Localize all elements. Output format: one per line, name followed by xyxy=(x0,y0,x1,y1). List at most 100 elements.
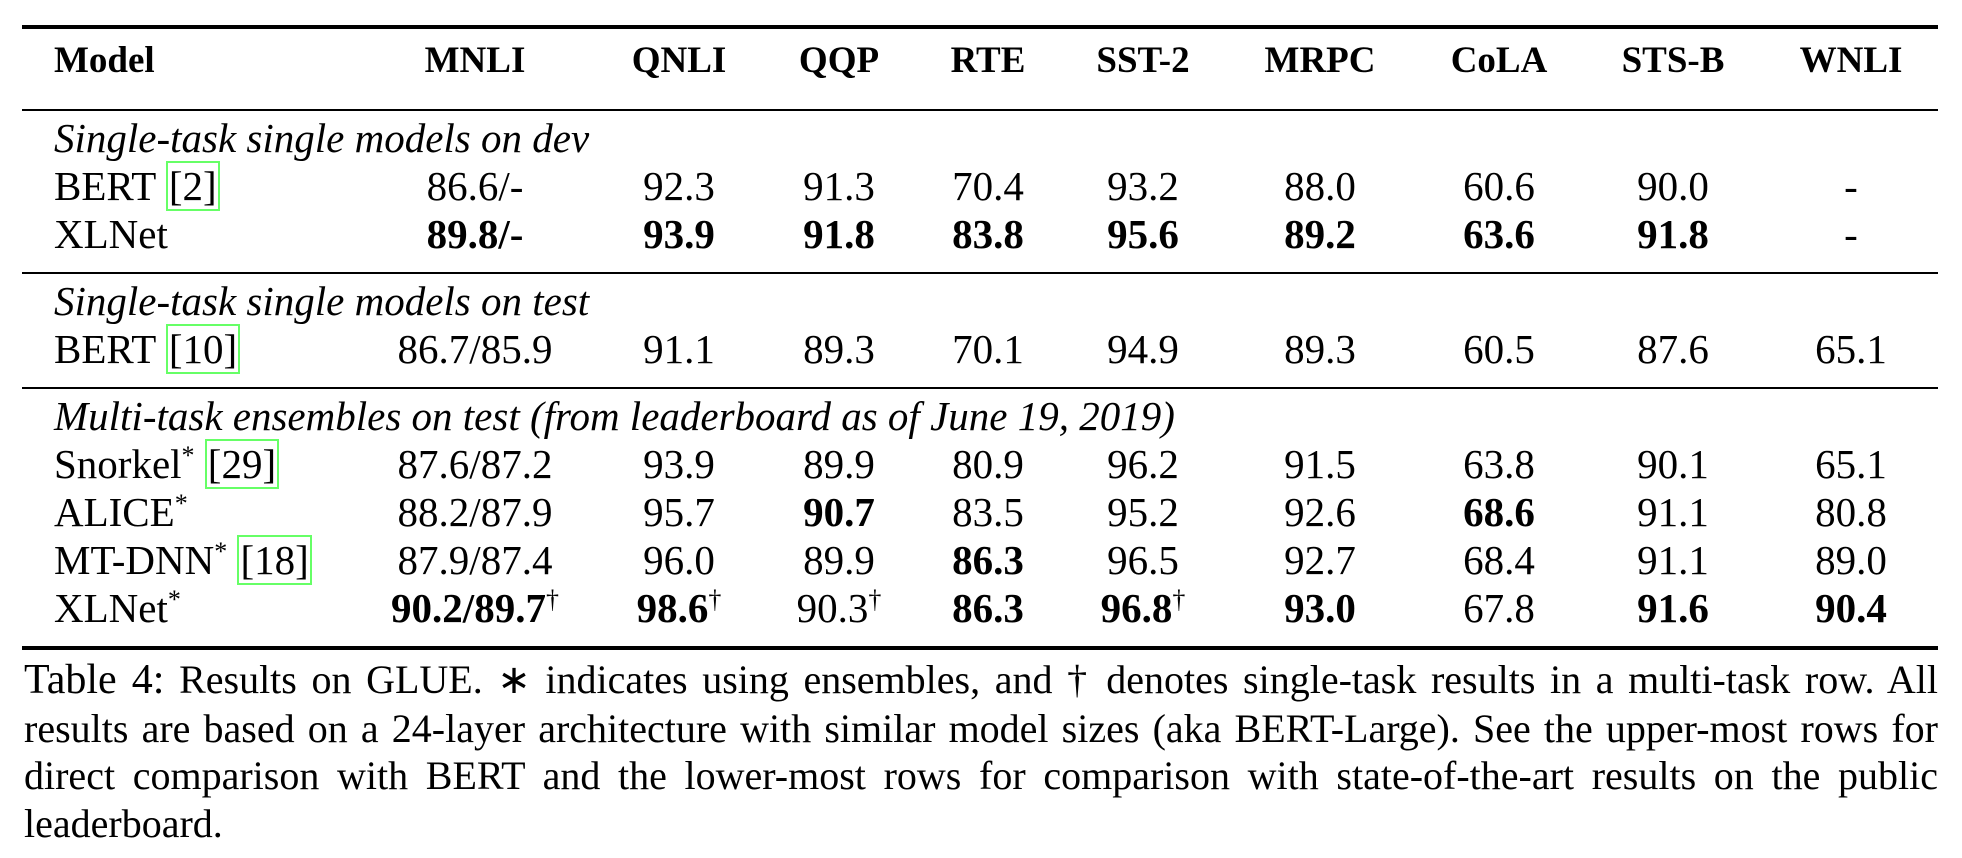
cell: 92.6 xyxy=(1284,488,1356,536)
citation: [18] xyxy=(237,535,312,585)
cell-value: 89.2 xyxy=(1284,211,1356,257)
model: XLNet xyxy=(54,585,168,631)
rule xyxy=(22,646,1938,650)
cell-value: 80.8 xyxy=(1815,489,1887,535)
cell: 96.0 xyxy=(643,536,715,584)
rule xyxy=(22,387,1938,389)
cell-value: 90.0 xyxy=(1637,163,1709,209)
cell: 90.2/89.7† xyxy=(391,584,559,632)
cell-mark: † xyxy=(1172,585,1186,614)
cell-value: 68.6 xyxy=(1463,489,1535,535)
cell: 91.8 xyxy=(1637,210,1709,258)
cell-value: 94.9 xyxy=(1107,326,1179,372)
model-mark: * xyxy=(214,537,228,566)
cell-mark: † xyxy=(545,585,559,614)
cell: 87.6/87.2 xyxy=(398,440,553,488)
cell: 93.2 xyxy=(1107,162,1179,210)
cell-value: 91.3 xyxy=(803,163,875,209)
cell: 80.9 xyxy=(952,440,1024,488)
cell-value: 70.4 xyxy=(952,163,1024,209)
cell: 93.9 xyxy=(643,440,715,488)
cell-value: 87.9/87.4 xyxy=(397,537,553,583)
column-header: MRPC xyxy=(1264,40,1376,81)
column-header: QNLI xyxy=(631,40,727,81)
cell: 65.1 xyxy=(1815,325,1887,373)
cell-value: 91.1 xyxy=(1637,489,1709,535)
cell: 86.3 xyxy=(952,536,1024,584)
cell-value: 70.1 xyxy=(952,326,1024,372)
cell-value: 91.1 xyxy=(643,326,715,372)
cell-value: 83.8 xyxy=(952,211,1024,257)
citation: [10] xyxy=(165,324,241,374)
cell: 60.5 xyxy=(1463,325,1535,373)
cell: 96.8† xyxy=(1101,584,1186,632)
cell-value: 63.6 xyxy=(1463,211,1535,257)
cell: 86.7/85.9 xyxy=(398,325,553,373)
cell-value: 68.4 xyxy=(1463,537,1535,583)
cell: 90.1 xyxy=(1637,440,1709,488)
model-name: MT-DNN* [18] xyxy=(54,535,312,585)
cell: 87.9/87.4 xyxy=(398,536,553,584)
cell-value: 89.9 xyxy=(803,537,875,583)
cell-value: 95.2 xyxy=(1107,489,1179,535)
cell-value: 91.6 xyxy=(1637,585,1709,631)
cell: 87.6 xyxy=(1637,325,1709,373)
cell-value: 96.5 xyxy=(1107,537,1179,583)
cell-value: 88.0 xyxy=(1284,163,1356,209)
cell: 86.3 xyxy=(952,584,1024,632)
cell: 95.2 xyxy=(1107,488,1179,536)
cell-value: 96.0 xyxy=(643,537,715,583)
cell-value: 86.3 xyxy=(952,537,1024,583)
cell-value: 63.8 xyxy=(1463,441,1535,487)
model-mark: * xyxy=(174,489,188,518)
cell: - xyxy=(1844,162,1858,210)
cell: 88.0 xyxy=(1284,162,1356,210)
column-header: Model xyxy=(54,40,155,81)
cell: 68.4 xyxy=(1463,536,1535,584)
cell: 88.2/87.9 xyxy=(398,488,553,536)
cell-value: 91.1 xyxy=(1637,537,1709,583)
cell: 90.0 xyxy=(1637,162,1709,210)
cell-value: 89.3 xyxy=(1284,326,1356,372)
model: BERT xyxy=(54,326,156,372)
cell: 60.6 xyxy=(1463,162,1535,210)
model-name: XLNet* xyxy=(54,584,181,632)
cell-value: 89.0 xyxy=(1815,537,1887,583)
cell: 65.1 xyxy=(1815,440,1887,488)
cell-value: 80.9 xyxy=(952,441,1024,487)
cell: 80.8 xyxy=(1815,488,1887,536)
cell-value: 98.6 xyxy=(636,585,709,631)
cell: 63.8 xyxy=(1463,440,1535,488)
cell-value: 93.2 xyxy=(1107,163,1179,209)
rule xyxy=(22,109,1938,111)
column-header: MNLI xyxy=(424,40,526,81)
model: ALICE xyxy=(54,489,175,535)
cell: 63.6 xyxy=(1463,210,1535,258)
cell-value: 91.8 xyxy=(803,211,875,257)
cell-value: 92.7 xyxy=(1284,537,1356,583)
cell-mark: † xyxy=(708,585,722,614)
cell: 90.3† xyxy=(797,584,882,632)
cell: 70.1 xyxy=(952,325,1024,373)
cell-value: 96.8 xyxy=(1100,585,1173,631)
cell-value: - xyxy=(1844,163,1858,209)
cell: 95.7 xyxy=(643,488,715,536)
cell: 93.0 xyxy=(1284,584,1356,632)
cell-value: 88.2/87.9 xyxy=(397,489,553,535)
model-name: Snorkel* [29] xyxy=(54,439,280,489)
cell-value: 90.1 xyxy=(1637,441,1709,487)
cell: 89.9 xyxy=(803,536,875,584)
cell: 86.6/- xyxy=(427,162,524,210)
cell: 91.6 xyxy=(1637,584,1709,632)
cell-value: 89.3 xyxy=(803,326,875,372)
column-header: STS-B xyxy=(1621,40,1725,81)
cell-value: 90.4 xyxy=(1815,585,1887,631)
cell-value: 86.3 xyxy=(952,585,1024,631)
cell: 83.5 xyxy=(952,488,1024,536)
model: XLNet xyxy=(54,211,168,257)
cell: 83.8 xyxy=(952,210,1024,258)
cell-mark: † xyxy=(868,585,882,614)
model-name: XLNet xyxy=(54,210,168,258)
cell: 94.9 xyxy=(1107,325,1179,373)
cell-value: 90.7 xyxy=(803,489,875,535)
